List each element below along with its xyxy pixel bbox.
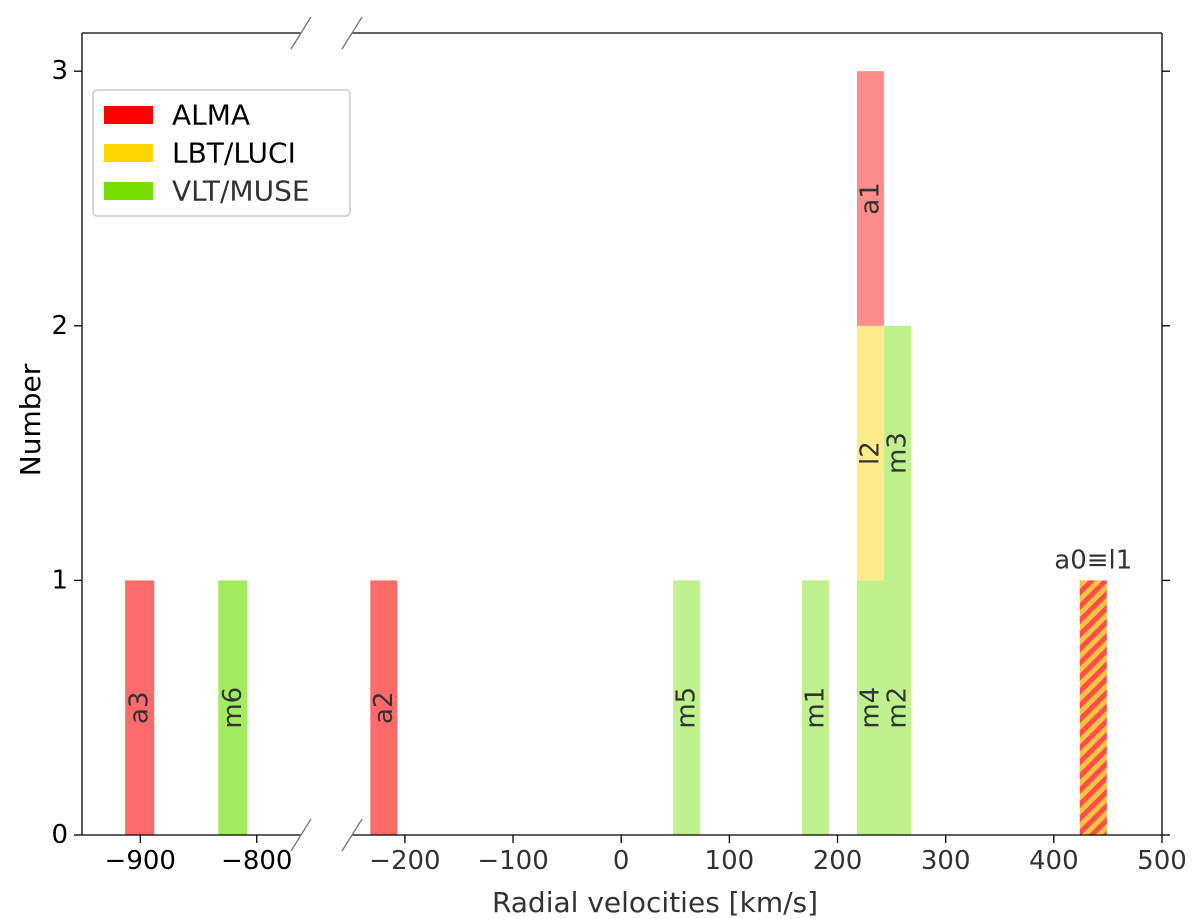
x-tick-label-400: 400 [1029, 846, 1079, 876]
bar-l2 [856, 325, 885, 581]
y-tick-label-2: 2 [51, 311, 68, 341]
bar-label-a3: a3 [125, 691, 155, 723]
x-tick-label-300: 300 [921, 846, 971, 876]
bar-label-m4: m4 [856, 687, 886, 729]
break-mark-2 [341, 16, 363, 50]
legend: ALMA LBT/LUCI VLT/MUSE [92, 89, 351, 217]
x-tick-label--800: −800 [221, 846, 292, 876]
bars-group [125, 71, 1107, 835]
bar-label-m2: m2 [883, 687, 913, 729]
x-tick-label-200: 200 [813, 846, 863, 876]
bar-label-l2: l2 [856, 441, 886, 465]
x-tick-label-0: 0 [613, 846, 630, 876]
axes-group [81, 32, 1163, 836]
break-mark-0 [290, 16, 312, 50]
bar-label-a0-l1: a0≡l1 [1054, 545, 1132, 575]
break-mark-3 [341, 818, 363, 852]
legend-label-1: LBT/LUCI [172, 137, 296, 170]
bar-label-a2: a2 [369, 691, 399, 723]
legend-swatch-2 [104, 182, 153, 200]
y-tick-label-1: 1 [51, 565, 68, 595]
bar-label-a1: a1 [856, 182, 886, 214]
bar-labels-group: a3 m6 a2 m5 m1 m4 l2 a1 m2 m3 a0≡l1 [125, 182, 1133, 728]
bar-a1 [856, 71, 885, 326]
x-tick-label--900: −900 [105, 846, 176, 876]
x-tick-label--100: −100 [477, 846, 548, 876]
bar-label-m3: m3 [883, 432, 913, 474]
bar-label-m1: m1 [800, 687, 830, 729]
bar-m4 [856, 580, 885, 835]
y-axis-label: Number [14, 363, 47, 476]
legend-box [92, 89, 351, 217]
x-axis-label: Radial velocities [km/s] [492, 886, 818, 919]
legend-swatch-0 [104, 106, 153, 124]
x-tick-label-500: 500 [1137, 846, 1187, 876]
bar-m6 [218, 580, 248, 835]
y-ticks-group: 0 1 2 3 [51, 56, 1170, 850]
bar-m5 [673, 580, 701, 835]
x-ticks-group: −900 −800 −200 −100 0 100 200 300 400 500 [105, 835, 1187, 876]
bar-m3 [884, 325, 912, 581]
bar-label-m5: m5 [672, 687, 702, 729]
legend-label-2: VLT/MUSE [172, 175, 310, 208]
y-tick-label-0: 0 [51, 820, 68, 850]
bar-a2 [370, 580, 398, 835]
bar-m1 [801, 580, 829, 835]
bar-label-m6: m6 [218, 687, 248, 729]
bar-m2 [884, 580, 912, 835]
legend-label-0: ALMA [172, 99, 250, 132]
bar-hatched-a0-l1 [1079, 580, 1107, 835]
x-tick-label--200: −200 [369, 846, 440, 876]
break-mark-1 [290, 818, 312, 852]
x-tick-label-100: 100 [705, 846, 755, 876]
legend-swatch-1 [104, 144, 153, 162]
y-tick-label-3: 3 [51, 56, 68, 86]
bar-a3 [125, 580, 155, 835]
axis-break-marks [290, 16, 363, 852]
